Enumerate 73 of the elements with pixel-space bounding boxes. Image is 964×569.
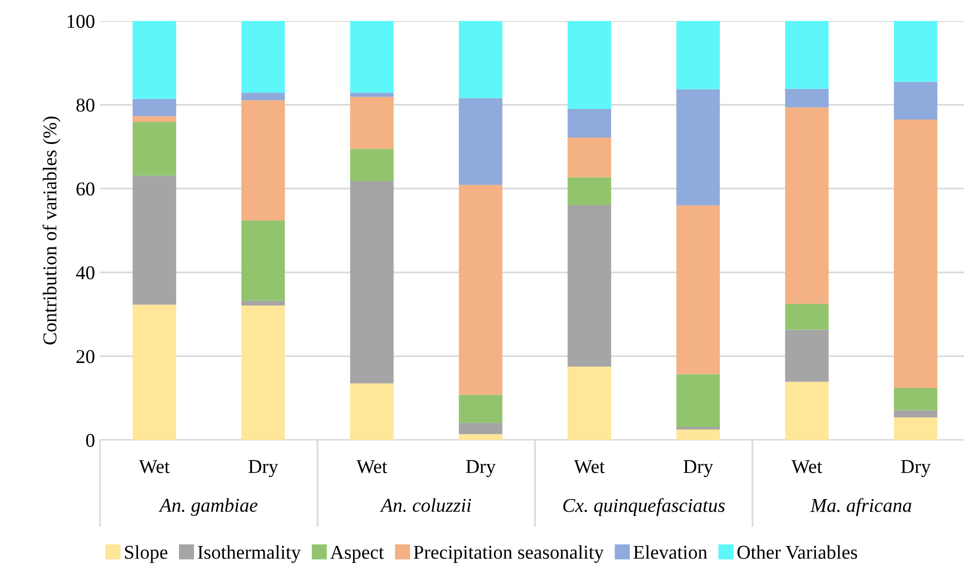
legend-label: Slope: [125, 545, 168, 563]
bar: [894, 119, 938, 388]
bar: [894, 410, 938, 418]
bar: [785, 88, 829, 108]
bar: [241, 92, 285, 100]
bar: [458, 98, 502, 185]
y-tick-label: 80: [76, 98, 94, 112]
text: An. coluzzii: [380, 498, 472, 512]
bar: [894, 21, 938, 82]
text: Ma. africana: [810, 498, 912, 516]
bar: [132, 122, 176, 176]
y-tick-label: 60: [76, 182, 94, 196]
bar: [676, 205, 720, 374]
y-axis-title: Contribution of variables (%): [42, 116, 60, 344]
bar: [676, 89, 720, 206]
bar: [458, 21, 502, 98]
y-tick-label: 20: [76, 350, 94, 364]
x-tick-label: Dry: [248, 460, 278, 478]
bar: [568, 137, 612, 178]
legend-label: Aspect: [330, 546, 384, 563]
bar: [894, 82, 938, 120]
legend-label: Other Variables: [737, 545, 858, 559]
bar: [350, 148, 394, 182]
bar: [132, 304, 176, 440]
bar: [350, 92, 394, 97]
bar: [458, 422, 502, 434]
bar: [568, 108, 612, 138]
bar: [132, 21, 176, 99]
bar: [350, 181, 394, 384]
legend-label: Isothermality: [198, 545, 301, 563]
legend-label: Precipitation seasonality: [414, 545, 604, 563]
bar: [241, 100, 285, 220]
bar: [568, 21, 612, 109]
bar: [458, 434, 502, 440]
bar: [132, 116, 176, 122]
bar: [676, 374, 720, 428]
y-tick-label: 40: [76, 266, 94, 280]
bar: [241, 300, 285, 306]
bar: [568, 177, 612, 205]
x-tick-label: Wet: [138, 460, 170, 474]
y-tick-label: 100: [68, 14, 94, 28]
bar: [785, 304, 829, 330]
x-tick-label: Wet: [356, 460, 388, 474]
bar: [241, 21, 285, 93]
bar: [785, 107, 829, 304]
bar: [241, 220, 285, 301]
bar: [676, 427, 720, 430]
bar: [241, 306, 285, 440]
bar: [894, 388, 938, 410]
text: An. gambiae: [158, 498, 258, 516]
bar: [785, 382, 829, 440]
text: Cx. quinquefasciatus: [563, 498, 725, 516]
bar: [785, 21, 829, 89]
bar: [568, 366, 612, 440]
bar: [676, 430, 720, 440]
bar: [458, 184, 502, 395]
bar: [350, 96, 394, 149]
bar: [350, 21, 394, 93]
x-tick-label: Dry: [466, 460, 496, 478]
bar: [785, 330, 829, 382]
bar: [894, 417, 938, 440]
y-tick-label: 0: [86, 434, 94, 447]
bar: [132, 98, 176, 116]
bar: [568, 204, 612, 367]
x-tick-label: Dry: [684, 460, 714, 478]
x-tick-label: Wet: [791, 460, 822, 474]
x-tick-label: Wet: [574, 460, 605, 474]
legend-label: Elevation: [634, 545, 708, 559]
bar: [132, 176, 176, 305]
bar: [676, 21, 720, 90]
bar: [350, 383, 394, 440]
bar: [458, 394, 502, 423]
x-tick-label: Dry: [901, 460, 931, 478]
